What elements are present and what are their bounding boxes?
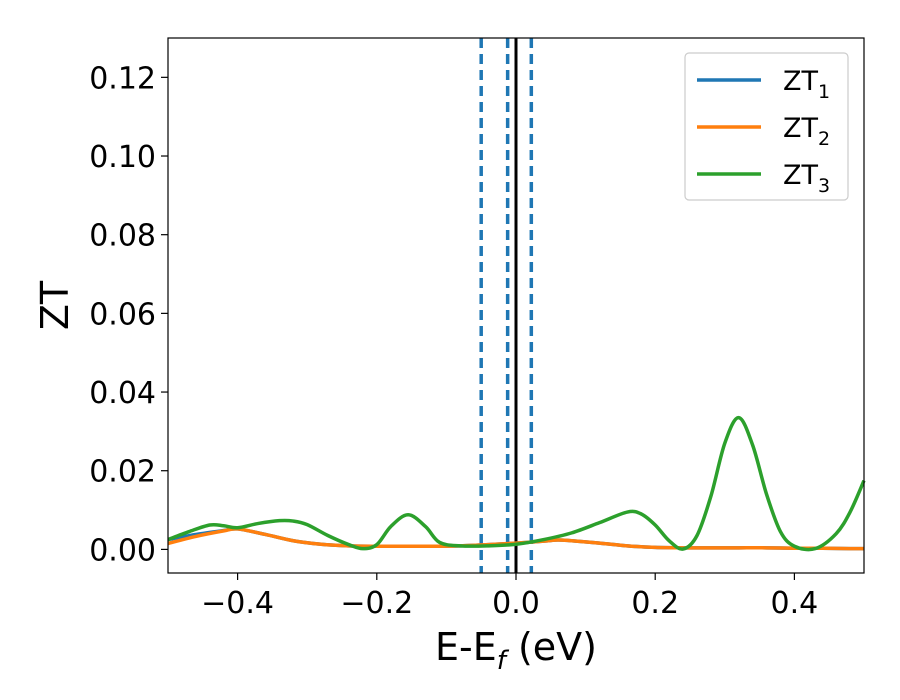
x-axis-title-unit: (eV) [506, 625, 597, 669]
legend-box [684, 52, 849, 201]
y-tick-label: 0.02 [89, 455, 156, 490]
x-tick-label: −0.2 [340, 586, 413, 621]
x-axis-title-main: E-E [435, 625, 497, 669]
y-axis-title: ZT [33, 280, 77, 330]
legend: ZT1 ZT2 ZT3 [684, 52, 849, 201]
x-tick-label: 0.2 [631, 586, 679, 621]
legend-label-zt1: ZT1 [783, 66, 830, 103]
y-tick-label: 0.06 [89, 297, 156, 332]
x-axis-title: E-Ef (eV) [435, 625, 597, 676]
series-line-zt3 [167, 415, 866, 552]
x-axis: −0.4 −0.2 0.0 0.2 0.4 [201, 573, 818, 621]
legend-label-zt2: ZT2 [783, 113, 830, 150]
y-tick-label: 0.08 [89, 219, 156, 254]
x-tick-label: 0.4 [771, 586, 819, 621]
y-tick-label: 0.00 [89, 533, 156, 568]
y-tick-label: 0.12 [89, 61, 156, 96]
y-axis: 0.00 0.02 0.04 0.06 0.08 0.10 0.12 [89, 61, 168, 568]
y-tick-label: 0.04 [89, 376, 156, 411]
legend-label-zt3: ZT3 [783, 160, 830, 197]
x-tick-label: −0.4 [201, 586, 274, 621]
fermi-marker-lines [479, 38, 534, 573]
series-lines [167, 415, 866, 552]
x-tick-label: 0.0 [492, 586, 540, 621]
y-tick-label: 0.10 [89, 140, 156, 175]
